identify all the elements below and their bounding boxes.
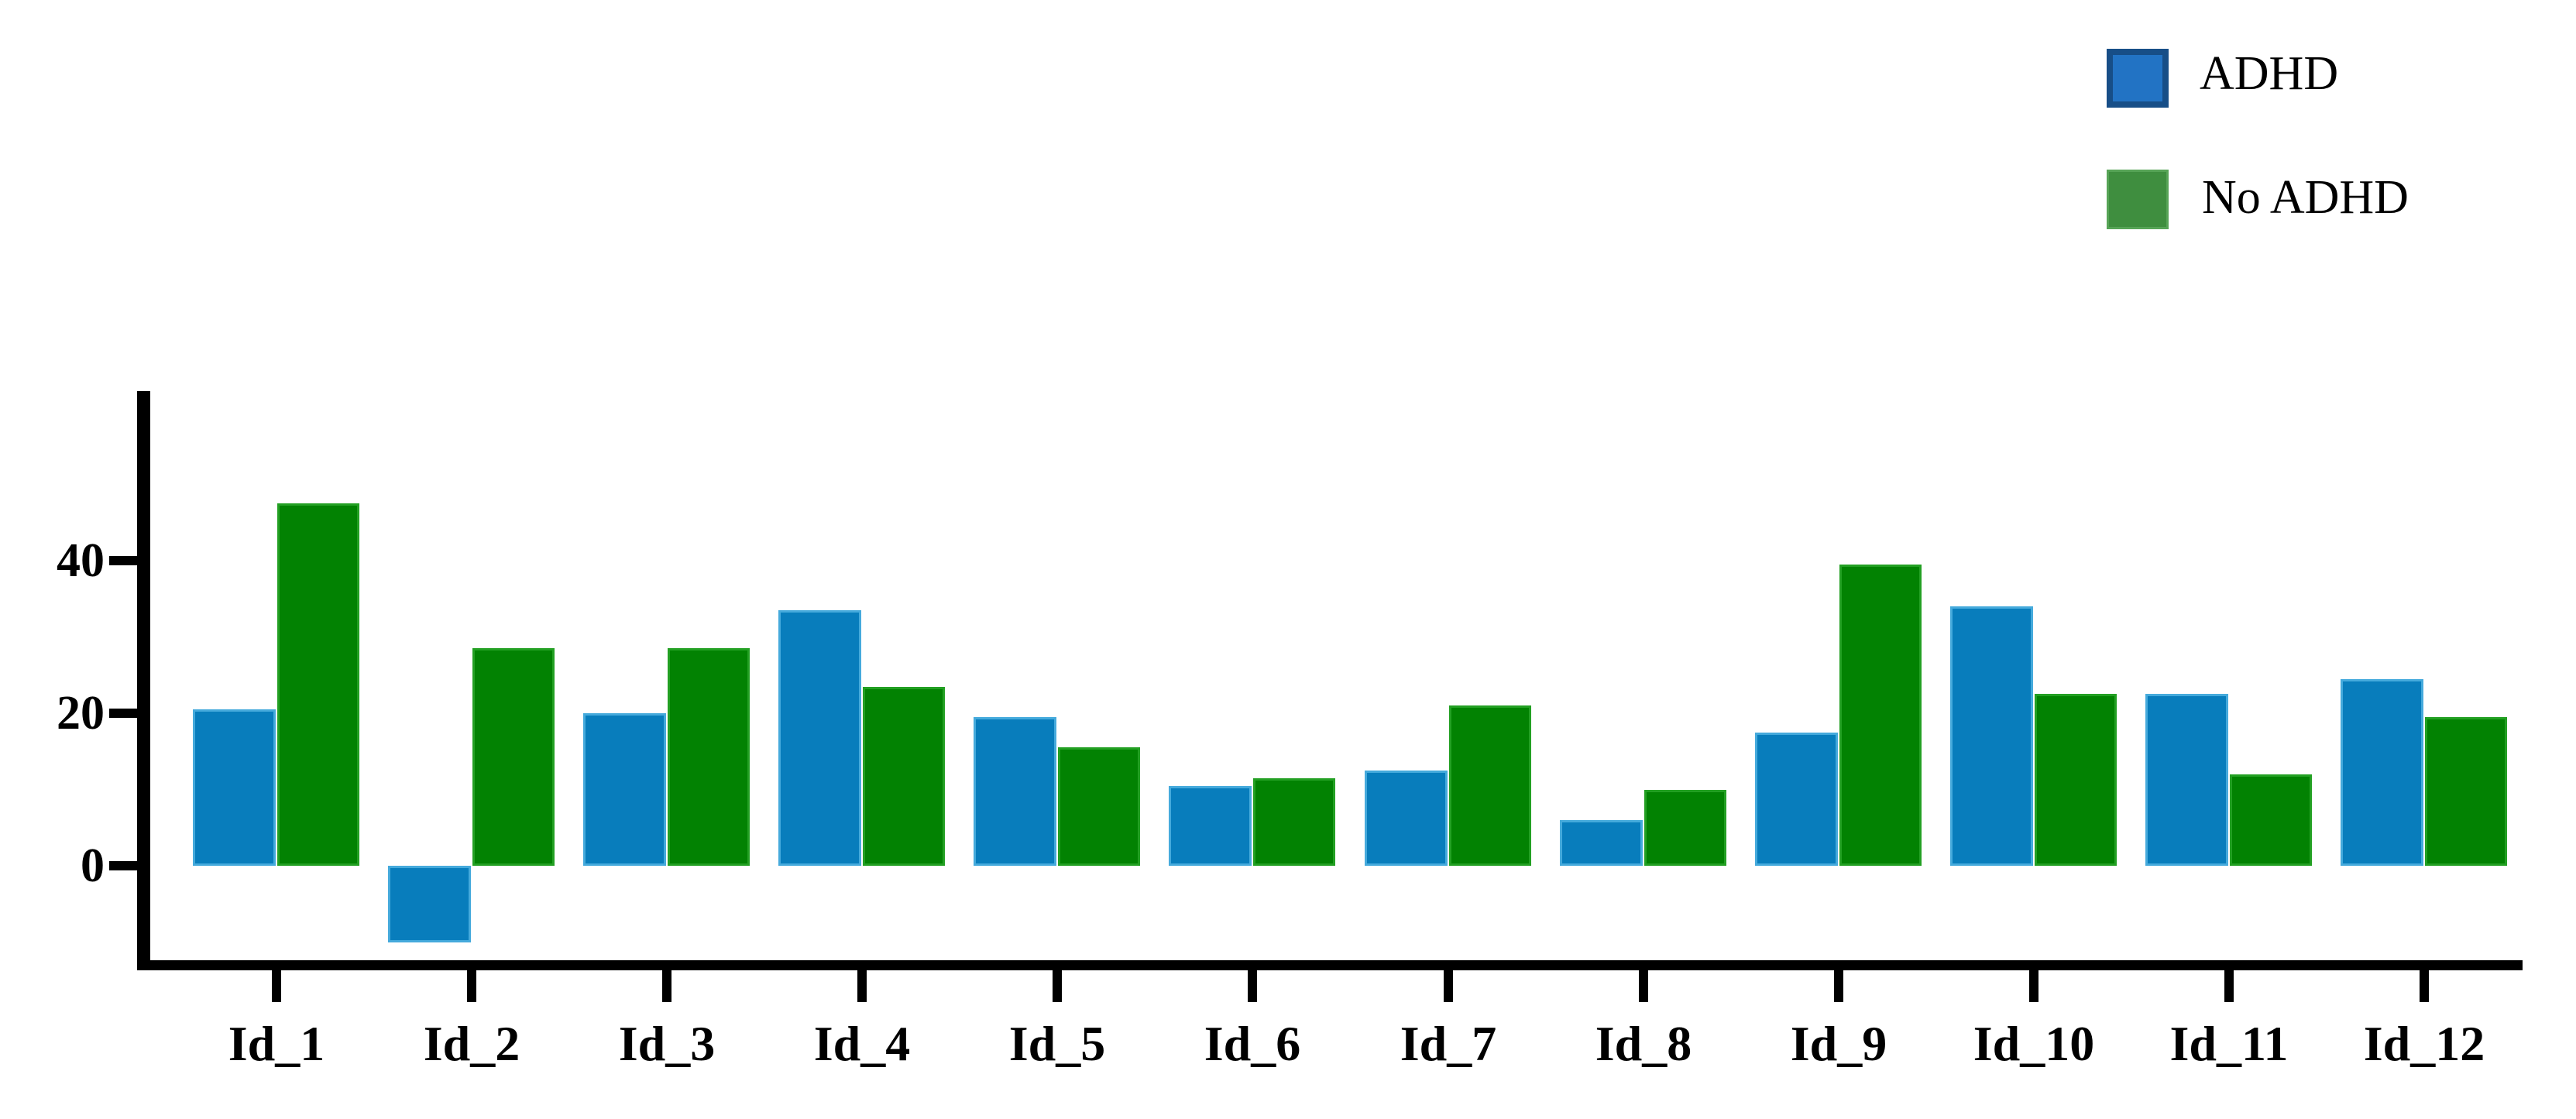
bar-adhd-Id_3	[583, 713, 666, 866]
bar-adhd-Id_5	[974, 716, 1056, 866]
bar-no-adhd-Id_12	[2425, 716, 2507, 866]
x-tick-label: Id_5	[1008, 1016, 1106, 1071]
x-tick-label: Id_7	[1400, 1016, 1497, 1071]
x-tick	[857, 970, 867, 1002]
legend-swatch-adhd	[2107, 49, 2169, 108]
x-tick	[1053, 970, 1062, 1002]
bar-adhd-Id_12	[2341, 678, 2423, 866]
bar-no-adhd-Id_1	[277, 503, 359, 866]
x-tick-label: Id_12	[2363, 1016, 2485, 1071]
bar-adhd-Id_10	[1950, 606, 2033, 866]
bar-no-adhd-Id_11	[2230, 774, 2312, 866]
bar-adhd-Id_7	[1365, 770, 1448, 866]
x-tick-label: Id_6	[1204, 1016, 1301, 1071]
y-tick-label: 20	[57, 687, 105, 740]
bar-no-adhd-Id_4	[863, 686, 945, 866]
legend-label-no-adhd: No ADHD	[2202, 171, 2409, 224]
bar-adhd-Id_8	[1560, 819, 1643, 866]
x-tick	[272, 970, 281, 1002]
bar-adhd-Id_4	[778, 610, 861, 866]
bar-adhd-Id_1	[193, 709, 276, 866]
x-tick	[2420, 970, 2429, 1002]
x-tick	[1639, 970, 1648, 1002]
bar-no-adhd-Id_5	[1058, 747, 1140, 866]
x-tick-label: Id_3	[618, 1016, 716, 1071]
y-axis-spine	[137, 391, 150, 970]
x-tick	[2224, 970, 2234, 1002]
x-tick	[1834, 970, 1843, 1002]
legend-label-adhd: ADHD	[2200, 47, 2339, 100]
bar-no-adhd-Id_9	[1839, 564, 1922, 866]
y-tick	[109, 709, 144, 718]
y-tick	[109, 556, 144, 565]
bar-adhd-Id_6	[1169, 785, 1252, 866]
x-tick-label: Id_8	[1595, 1016, 1692, 1071]
bar-no-adhd-Id_3	[668, 648, 750, 866]
x-tick-label: Id_1	[228, 1016, 325, 1071]
bar-no-adhd-Id_2	[472, 648, 555, 866]
x-tick	[2029, 970, 2038, 1002]
x-tick	[467, 970, 476, 1002]
x-tick	[1248, 970, 1257, 1002]
x-tick-label: Id_10	[1973, 1016, 2095, 1071]
bar-no-adhd-Id_6	[1253, 777, 1335, 866]
x-tick-label: Id_9	[1790, 1016, 1887, 1071]
y-tick	[109, 861, 144, 870]
x-tick	[1444, 970, 1453, 1002]
bar-no-adhd-Id_8	[1644, 789, 1726, 866]
y-tick-label: 0	[81, 839, 105, 892]
x-tick-label: Id_4	[813, 1016, 911, 1071]
x-tick-label: Id_2	[423, 1016, 520, 1071]
y-tick-label: 40	[57, 534, 105, 587]
x-tick	[662, 970, 671, 1002]
legend-swatch-no-adhd	[2107, 170, 2169, 229]
bar-no-adhd-Id_10	[2035, 694, 2117, 866]
bar-adhd-Id_2	[388, 866, 471, 942]
bar-adhd-Id_9	[1755, 732, 1838, 866]
bar-adhd-Id_11	[2145, 694, 2228, 866]
x-tick-label: Id_11	[2169, 1016, 2289, 1071]
bar-no-adhd-Id_7	[1449, 705, 1531, 866]
x-axis-spine	[137, 960, 2523, 970]
